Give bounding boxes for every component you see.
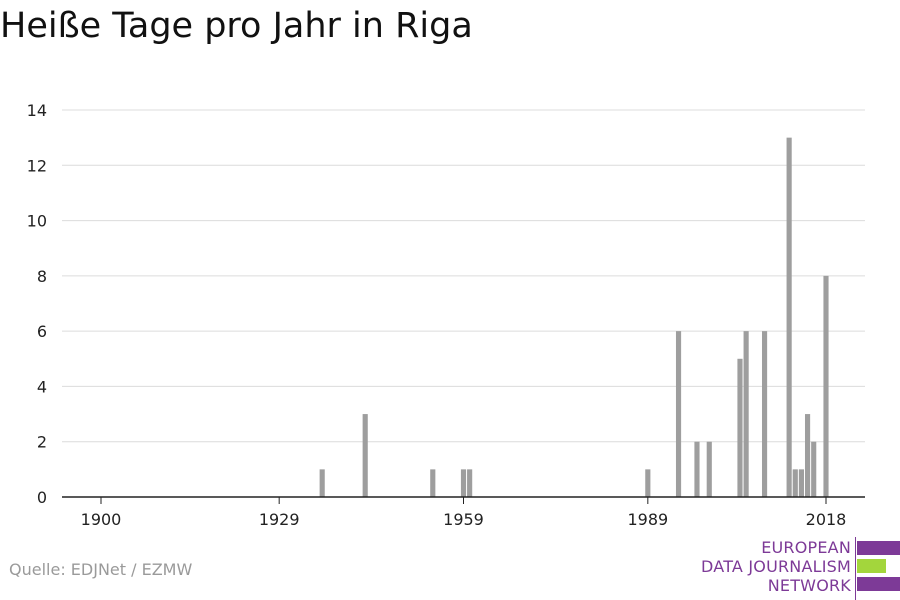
bar[interactable] bbox=[645, 469, 651, 497]
x-tick-label: 1929 bbox=[259, 510, 300, 529]
logo-divider bbox=[855, 537, 856, 600]
source-note: Quelle: EDJNet / EZMW bbox=[9, 560, 193, 579]
bar[interactable] bbox=[460, 469, 467, 497]
bar[interactable] bbox=[786, 137, 792, 497]
logo-line-data-journalism: DATA JOURNALISM bbox=[701, 557, 851, 576]
x-tick-label: 1989 bbox=[627, 510, 668, 529]
bar[interactable] bbox=[743, 331, 749, 497]
y-tick-label: 6 bbox=[37, 322, 47, 341]
bar[interactable] bbox=[811, 441, 817, 497]
bar[interactable] bbox=[430, 469, 436, 497]
y-tick-label: 12 bbox=[27, 156, 47, 175]
bar[interactable] bbox=[798, 469, 804, 497]
bar[interactable] bbox=[804, 414, 811, 497]
y-tick-label: 10 bbox=[27, 212, 47, 231]
gridlines bbox=[62, 109, 865, 443]
y-axis-ticks: 0 2 4 6 8 10 12 14 bbox=[27, 101, 47, 507]
x-tick-label: 1900 bbox=[81, 510, 122, 529]
bar[interactable] bbox=[694, 441, 700, 497]
x-axis-ticks: 1900 1929 1959 1989 2018 bbox=[81, 497, 847, 529]
bars bbox=[319, 137, 829, 497]
bar[interactable] bbox=[467, 469, 473, 497]
logo-bar-purple-bottom bbox=[857, 577, 900, 591]
bar[interactable] bbox=[706, 441, 712, 497]
logo-line-european: EUROPEAN bbox=[761, 538, 851, 557]
bar[interactable] bbox=[675, 331, 682, 497]
bar[interactable] bbox=[737, 358, 743, 497]
x-tick-label: 2018 bbox=[806, 510, 847, 529]
y-tick-label: 0 bbox=[37, 488, 47, 507]
y-tick-label: 2 bbox=[37, 433, 47, 452]
edjnet-logo[interactable]: EUROPEAN DATA JOURNALISM NETWORK bbox=[701, 537, 900, 600]
logo-bar-green bbox=[857, 559, 886, 573]
y-tick-label: 4 bbox=[37, 377, 47, 396]
y-tick-label: 8 bbox=[37, 267, 47, 286]
logo-line-network: NETWORK bbox=[767, 576, 851, 595]
logo-bar-purple-top bbox=[857, 541, 900, 555]
bar[interactable] bbox=[319, 469, 325, 497]
y-tick-label: 14 bbox=[27, 101, 47, 120]
bar[interactable] bbox=[792, 469, 798, 497]
bar[interactable] bbox=[823, 275, 829, 497]
chart-title: Heiße Tage pro Jahr in Riga bbox=[0, 6, 473, 46]
x-tick-label: 1959 bbox=[443, 510, 484, 529]
bar[interactable] bbox=[362, 414, 368, 497]
bar[interactable] bbox=[761, 331, 768, 497]
